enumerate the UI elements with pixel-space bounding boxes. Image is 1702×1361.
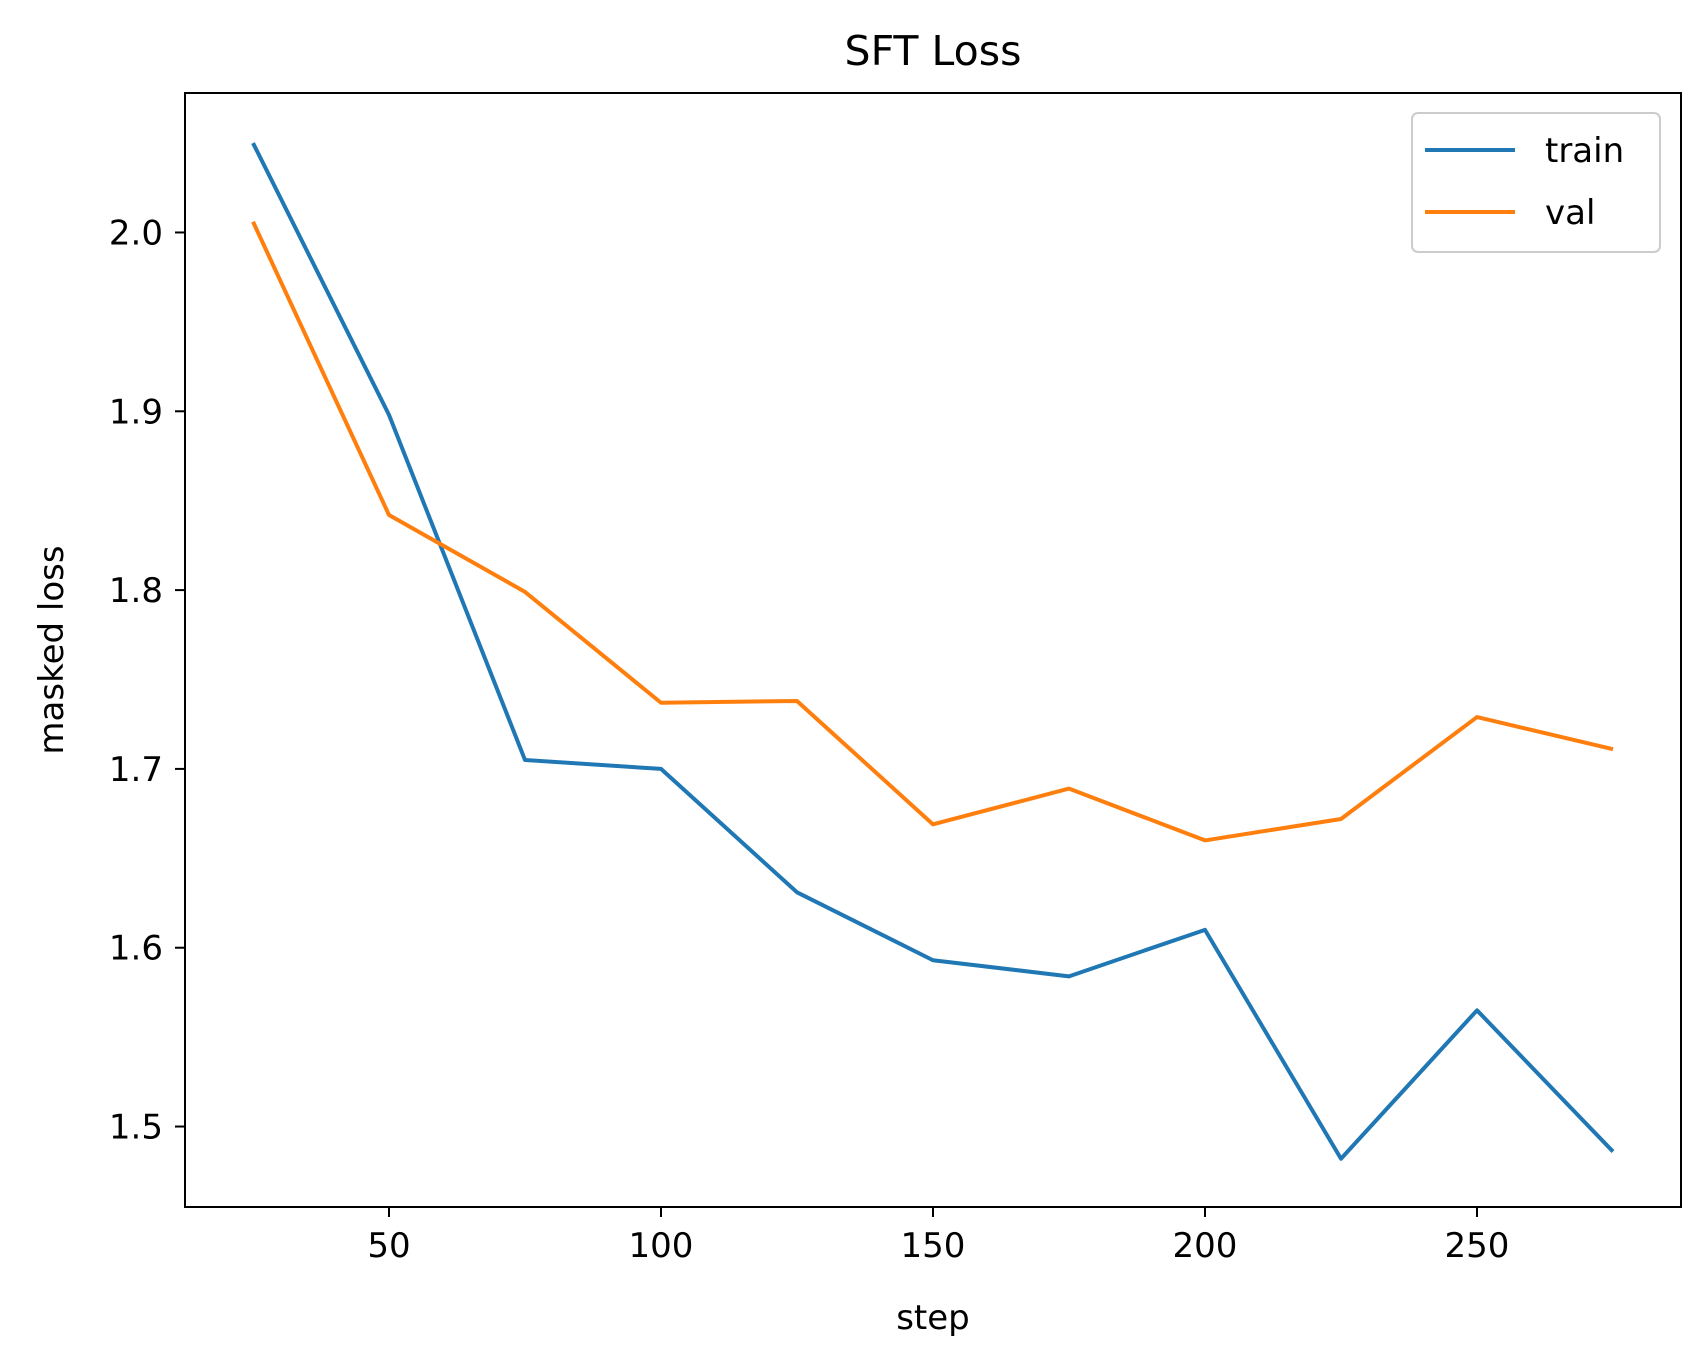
y-axis-title: masked loss bbox=[32, 545, 72, 754]
y-tick-label: 1.5 bbox=[109, 1108, 163, 1148]
y-tick-label: 2.0 bbox=[109, 213, 163, 253]
x-tick-label: 250 bbox=[1445, 1226, 1510, 1266]
legend-label-train: train bbox=[1545, 131, 1624, 171]
y-tick-label: 1.6 bbox=[109, 929, 163, 969]
legend-label-val: val bbox=[1545, 193, 1595, 233]
x-tick-label: 100 bbox=[629, 1226, 694, 1266]
legend-box bbox=[1411, 112, 1661, 253]
y-tick-label: 1.9 bbox=[109, 392, 163, 432]
x-tick-label: 150 bbox=[901, 1226, 966, 1266]
y-tick-label: 1.7 bbox=[109, 750, 163, 790]
x-axis: 50 100 150 200 250 bbox=[367, 1207, 1509, 1266]
chart-title: SFT Loss bbox=[845, 27, 1022, 75]
y-axis: 1.5 1.6 1.7 1.8 1.9 2.0 bbox=[109, 213, 185, 1148]
x-tick-label: 50 bbox=[367, 1226, 410, 1266]
plot-frame bbox=[184, 92, 1682, 1208]
x-axis-title: step bbox=[896, 1298, 970, 1338]
legend: train val bbox=[1411, 112, 1661, 253]
y-tick-label: 1.8 bbox=[109, 571, 163, 611]
x-tick-label: 200 bbox=[1173, 1226, 1238, 1266]
series-layer bbox=[251, 142, 1615, 1161]
